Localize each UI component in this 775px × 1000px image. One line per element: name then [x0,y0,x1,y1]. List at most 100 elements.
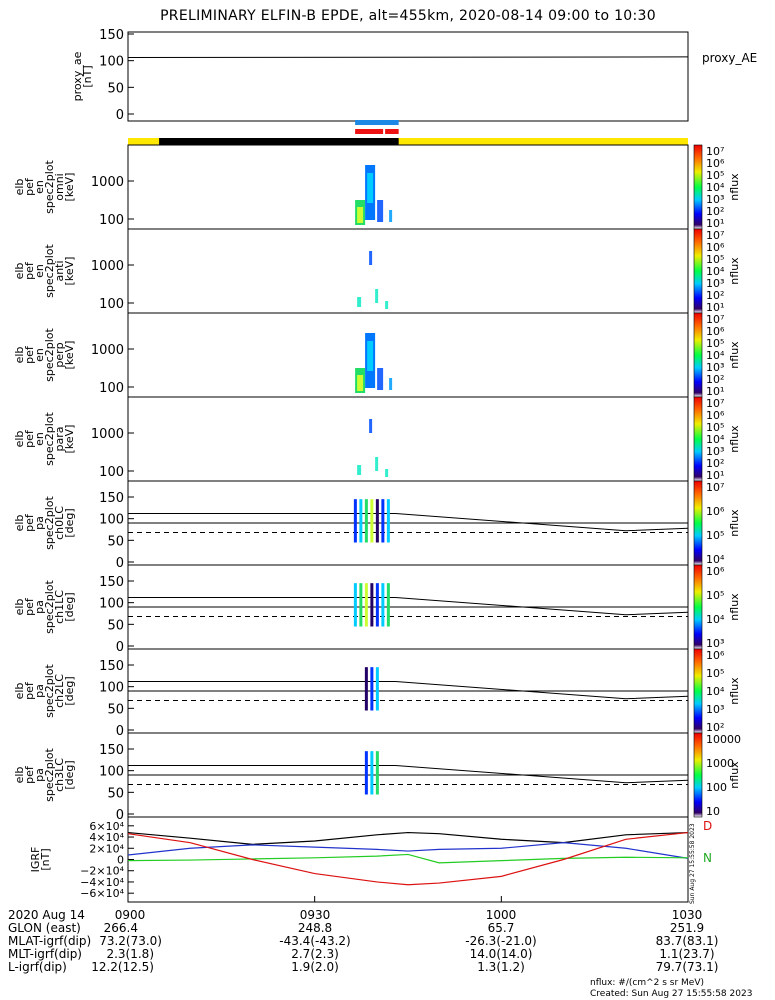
spec-3-ylabel-line-5: [keV] [63,257,76,286]
pa-9-tick-150: 150 [99,743,124,758]
spec-4-ylabel-line-0: elb [13,347,26,364]
spec-2-cb-tick: 10⁷ [706,145,724,158]
pa-8-cb-tick: 10⁴ [706,685,725,698]
pa-6-cb-tick: 10⁴ [706,553,725,566]
pa-9-ylabel-line-5: [deg] [63,760,76,789]
ae-tick-label: 100 [99,55,124,70]
pa-8-ylabel-line-2: pa [33,684,46,698]
pa-7-blob [364,583,368,627]
pa-9-cb-label: nflux [728,761,741,789]
pa-8-cb-tick: 10⁵ [706,667,724,680]
pa-7-tick-50: 50 [107,618,124,633]
pa-9-ylabel-line-1: pef [23,765,36,784]
spec-4-cb-tick: 10⁷ [706,313,724,326]
pa-9-cb-tick: 10 [706,805,720,818]
status-bar-yellow [128,138,688,145]
pa-7-tick-150: 150 [99,575,124,590]
spec-4-cb-tick: 10⁵ [706,337,724,350]
spec-4-blob [357,375,364,391]
pa-8-ylabel-line-4: ch2LC [53,674,66,708]
spec-5-tick-100: 100 [99,465,124,480]
pa-7-ylabel-line-5: [deg] [63,592,76,621]
ae-tick-label: 150 [99,28,124,43]
spec-4-ylabel-line-5: [keV] [63,341,76,370]
pa-8-blob [364,667,368,711]
spec-3-tick-1000: 1000 [91,259,124,274]
igrf-series-black [127,831,689,845]
igrf-tick-label: −6×10⁴ [80,887,124,900]
igrf-series-green [127,853,689,864]
spec-5-cb-tick: 10³ [706,445,724,458]
pa-8-tick-0: 0 [116,724,124,739]
pa-7-ylabel-line-3: spec2plot [43,580,56,634]
spec-5-cb-tick: 10² [706,457,724,470]
pa-6-cb-tick: 10⁶ [706,505,725,518]
pa-7-colorbar [693,564,703,650]
pa-7-ylabel-line-1: pef [23,597,36,616]
igrf-tick-label: 0 [117,854,124,867]
igrf-tick-label: −4×10⁴ [80,876,124,889]
spec-2-cb-tick: 10⁶ [706,157,725,170]
spec-5-ylabel-line-2: en [33,432,46,446]
pa-7-cb-label: nflux [728,593,741,621]
igrf-legend-d: D [703,819,712,833]
spec-4-cb-tick: 10⁴ [706,349,725,362]
pa-7-cb-tick: 10⁶ [706,565,725,578]
pa-9-colorbar [693,732,703,818]
spec-3-frame [127,228,689,314]
side-stamp: Sun Aug 27 15:55:58 2023 [689,823,696,904]
spec-5-tick-1000: 1000 [91,427,124,442]
pa-6-ylabel-line-5: [deg] [63,508,76,537]
spec-5-cb-tick: 10⁴ [706,433,725,446]
spec-2-blob [357,207,364,223]
pa-6-blob [353,499,357,543]
spec-4-cb-tick: 10³ [706,361,724,374]
spec-5-cb-tick: 10⁵ [706,421,724,434]
pa-9-ylabel-line-0: elb [13,767,26,784]
spec-5-blob [375,457,379,471]
status-bar-gap [383,129,386,134]
pa-6-tick-100: 100 [99,513,124,528]
spec-4-cb-tick: 10⁶ [706,325,725,338]
spec-5-cb-tick: 10⁷ [706,397,724,410]
spec-5-cb-tick: 10⁶ [706,409,725,422]
ae-tick-label: 0 [116,108,124,123]
pa-9-cb-tick: 10000 [706,733,741,746]
pa-7-blob [386,583,390,627]
spec-3-ylabel-line-1: pef [23,261,36,280]
status-bar-black [159,138,399,145]
spec-5-frame [127,396,689,482]
pa-7-ylabel-line-0: elb [13,599,26,616]
spec-3-blob [385,301,389,309]
spec-5-blob [357,465,362,475]
pa-9-lc-curve [395,764,689,784]
pa-7-ylabel-line-4: ch1LC [53,590,66,624]
pa-8-tick-150: 150 [99,659,124,674]
spec-4-cb-tick: 10¹ [706,385,724,398]
pa-8-blob [370,667,374,711]
pa-6-cb-tick: 10⁷ [706,481,724,494]
spec-4-ylabel-line-2: en [33,348,46,362]
pa-7-blob [370,583,374,627]
spec-2-cb-tick: 10² [706,205,724,218]
spec-4-ylabel-line-3: spec2plot [43,328,56,382]
spec-4-ylabel-line-1: pef [23,345,36,364]
igrf-legend-n: N [703,851,712,865]
igrf-tick-label: −2×10⁴ [80,865,124,878]
pa-6-blob [381,499,385,543]
spec-5-cb-tick: 10¹ [706,469,724,482]
ae-tick-label: 50 [107,81,124,96]
spec-5-ylabel-line-0: elb [13,431,26,448]
pa-6-blob [375,499,379,543]
spec-3-blob [375,289,379,303]
spec-3-ylabel-line-2: en [33,264,46,278]
pa-7-cb-tick: 10⁴ [706,613,725,626]
pa-6-tick-150: 150 [99,491,124,506]
pa-9-cb-tick: 1000 [706,757,734,770]
igrf-tick-label: 6×10⁴ [89,820,124,833]
pa-6-colorbar [693,480,703,566]
pa-6-blob [386,499,390,543]
pa-7-tick-100: 100 [99,597,124,612]
pa-8-ylabel-line-1: pef [23,681,36,700]
spec-4-cb-label: nflux [728,341,741,369]
